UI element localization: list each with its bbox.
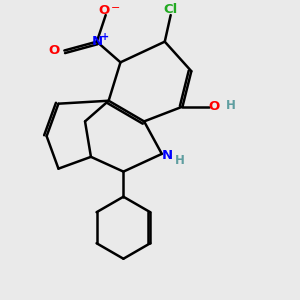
Text: Cl: Cl xyxy=(164,3,178,16)
Text: H: H xyxy=(226,99,236,112)
Text: H: H xyxy=(175,154,185,167)
Text: O: O xyxy=(209,100,220,113)
Text: −: − xyxy=(110,3,120,13)
Text: O: O xyxy=(99,4,110,17)
Text: O: O xyxy=(48,44,60,57)
Text: N: N xyxy=(162,149,173,162)
Text: N: N xyxy=(91,35,102,48)
Text: +: + xyxy=(101,32,109,42)
